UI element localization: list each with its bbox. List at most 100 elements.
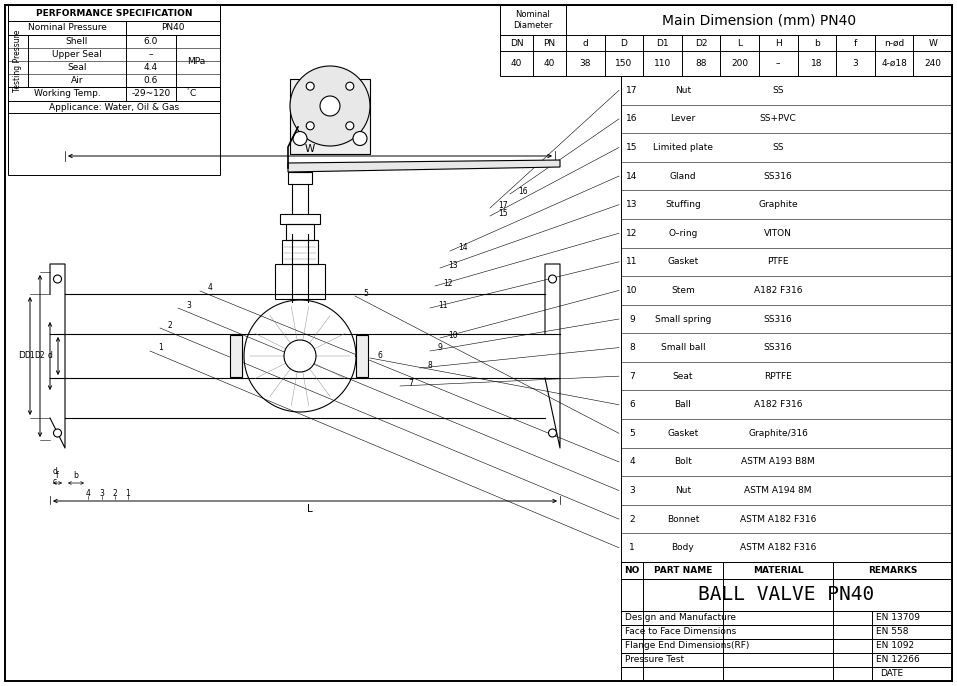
Polygon shape (288, 160, 560, 172)
Bar (50, 379, 65, 448)
Text: 6: 6 (629, 400, 634, 410)
Text: D1: D1 (657, 38, 669, 47)
Text: SS+PVC: SS+PVC (760, 115, 796, 123)
Text: 6.0: 6.0 (144, 37, 158, 46)
Text: 8: 8 (428, 361, 433, 370)
Text: 14: 14 (458, 244, 468, 252)
Text: 5: 5 (363, 289, 367, 298)
Bar (290, 78, 370, 154)
Bar (308, 240, 318, 264)
Text: Main Dimension (mm) PN40: Main Dimension (mm) PN40 (662, 13, 857, 27)
Bar (621, 611, 952, 625)
Bar (358, 336, 363, 376)
Text: Nominal
Diameter: Nominal Diameter (513, 10, 553, 29)
Text: 0.6: 0.6 (144, 76, 158, 85)
Text: 150: 150 (615, 59, 633, 68)
Text: MATERIAL: MATERIAL (753, 566, 803, 575)
Text: °: ° (187, 88, 189, 93)
Bar (237, 336, 242, 376)
Text: PN: PN (544, 38, 556, 47)
Text: 4: 4 (85, 488, 91, 497)
Circle shape (548, 275, 557, 283)
Text: 7: 7 (629, 372, 634, 381)
Text: Small spring: Small spring (655, 314, 711, 324)
Text: Lever: Lever (670, 115, 696, 123)
Text: Gland: Gland (670, 172, 697, 180)
Bar (275, 264, 325, 299)
Text: 88: 88 (696, 59, 707, 68)
Text: EN 13709: EN 13709 (876, 613, 920, 622)
Text: f: f (854, 38, 857, 47)
Text: SS316: SS316 (764, 314, 792, 324)
Text: 2: 2 (629, 514, 634, 523)
Bar (621, 579, 952, 611)
Text: 16: 16 (518, 187, 527, 196)
Text: d: d (48, 351, 53, 361)
Text: Stuffing: Stuffing (665, 200, 701, 209)
Text: 3: 3 (853, 59, 858, 68)
Bar (282, 240, 292, 264)
Text: SS316: SS316 (764, 343, 792, 352)
Bar (358, 336, 363, 376)
Text: c: c (53, 477, 57, 486)
Text: 18: 18 (812, 59, 823, 68)
Bar (621, 653, 952, 667)
Text: Graphite/316: Graphite/316 (748, 429, 808, 438)
Text: 2: 2 (168, 320, 173, 329)
Bar (288, 172, 312, 184)
Text: Nominal Pressure: Nominal Pressure (28, 23, 106, 32)
Text: 14: 14 (626, 172, 637, 180)
Text: 12: 12 (443, 279, 453, 287)
Text: 40: 40 (511, 59, 523, 68)
Text: PERFORMANCE SPECIFICATION: PERFORMANCE SPECIFICATION (35, 8, 192, 18)
Text: Small ball: Small ball (660, 343, 705, 352)
Circle shape (353, 132, 367, 145)
Text: SS: SS (772, 143, 784, 152)
Text: 11: 11 (438, 300, 448, 309)
Text: PN40: PN40 (161, 23, 185, 32)
Text: 6: 6 (378, 351, 383, 359)
Text: Bolt: Bolt (674, 458, 692, 466)
Text: ASTM A182 F316: ASTM A182 F316 (740, 543, 816, 552)
Text: EN 12266: EN 12266 (876, 656, 920, 665)
Bar (8, 21, 220, 35)
Text: ASTM A194 8M: ASTM A194 8M (745, 486, 812, 495)
Bar (286, 224, 292, 240)
Circle shape (54, 275, 61, 283)
Text: Nut: Nut (675, 86, 691, 95)
Text: A182 F316: A182 F316 (754, 400, 802, 410)
Bar (65, 294, 239, 334)
Text: D2: D2 (695, 38, 707, 47)
Bar (308, 224, 314, 240)
Bar (356, 335, 368, 377)
Text: Gasket: Gasket (667, 257, 699, 266)
Text: 7: 7 (408, 379, 412, 388)
Text: b: b (74, 471, 78, 480)
Text: ASTM A193 B8M: ASTM A193 B8M (741, 458, 814, 466)
Text: 15: 15 (626, 143, 637, 152)
Text: Seat: Seat (673, 372, 693, 381)
Bar (290, 108, 370, 123)
Text: D: D (18, 351, 25, 361)
Bar (621, 667, 952, 681)
Text: O–ring: O–ring (668, 228, 698, 238)
Text: 16: 16 (626, 115, 637, 123)
Bar (621, 76, 952, 681)
Text: 9: 9 (438, 344, 443, 353)
Text: 38: 38 (580, 59, 591, 68)
Bar (50, 264, 65, 333)
Text: Ball: Ball (675, 400, 692, 410)
Text: D2: D2 (34, 351, 45, 361)
Text: Bonnet: Bonnet (667, 514, 700, 523)
Text: Seal: Seal (67, 63, 87, 72)
Text: 5: 5 (629, 429, 634, 438)
Circle shape (284, 340, 316, 372)
Text: W: W (928, 38, 937, 47)
Text: Design and Manufacture: Design and Manufacture (625, 613, 736, 622)
Text: 15: 15 (498, 209, 507, 217)
Text: 4: 4 (208, 283, 212, 292)
Text: NO: NO (624, 566, 639, 575)
Text: RPTFE: RPTFE (764, 372, 791, 381)
Bar (8, 87, 220, 101)
Bar (500, 5, 952, 76)
